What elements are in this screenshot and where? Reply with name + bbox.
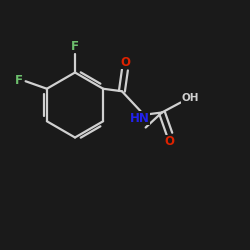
Text: O: O [120, 56, 130, 68]
Text: F: F [71, 40, 79, 53]
Text: O: O [164, 135, 174, 148]
Text: F: F [14, 74, 22, 86]
Text: HN: HN [130, 112, 149, 125]
Text: OH: OH [182, 93, 199, 103]
